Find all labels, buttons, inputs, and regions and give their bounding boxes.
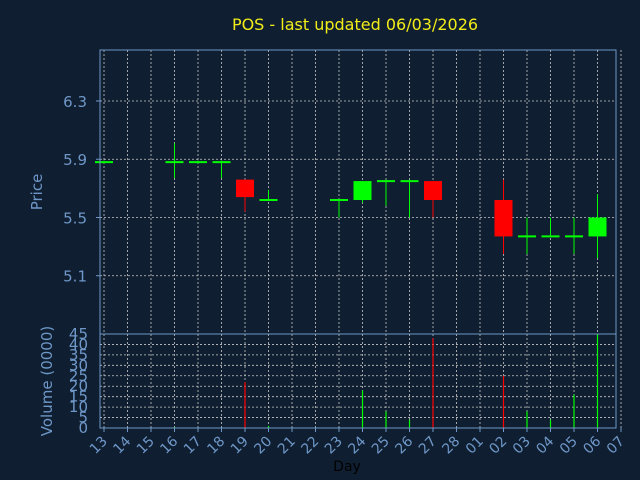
volume-tick-label: 0: [78, 419, 88, 437]
price-y-ticks: 5.1 5.5 5.9 6.3: [63, 93, 100, 286]
volume-tick-label: 5: [78, 409, 88, 427]
volume-tick-label: 45: [69, 325, 88, 343]
price-tick-label: 5.5: [63, 209, 87, 227]
day-axis-label: Day: [333, 459, 361, 475]
volume-panel-frame: [99, 333, 617, 429]
price-candles: [95, 143, 607, 259]
candle-body: [588, 217, 607, 237]
volume-bars: [173, 334, 599, 428]
volume-tick-label: 35: [69, 346, 88, 364]
price-tick-label: 5.9: [63, 151, 87, 169]
candle-body: [236, 179, 254, 198]
candle-body: [494, 200, 513, 237]
volume-tick-label: 40: [69, 335, 88, 353]
candle-body: [353, 181, 372, 201]
price-axis-label: Price: [28, 174, 46, 211]
volume-tick-label: 25: [69, 367, 88, 385]
candle-body: [424, 181, 442, 201]
volume-axis-label: Volume (0000): [38, 326, 56, 436]
volume-tick-label: 10: [69, 398, 88, 416]
volume-tick-label: 15: [69, 388, 88, 406]
volume-tick-label: 30: [69, 356, 88, 374]
chart-title: POS - last updated 06/03/2026: [232, 15, 478, 34]
price-tick-label: 5.1: [63, 268, 87, 286]
price-tick-label: 6.3: [63, 93, 87, 111]
volume-tick-label: 20: [69, 377, 88, 395]
